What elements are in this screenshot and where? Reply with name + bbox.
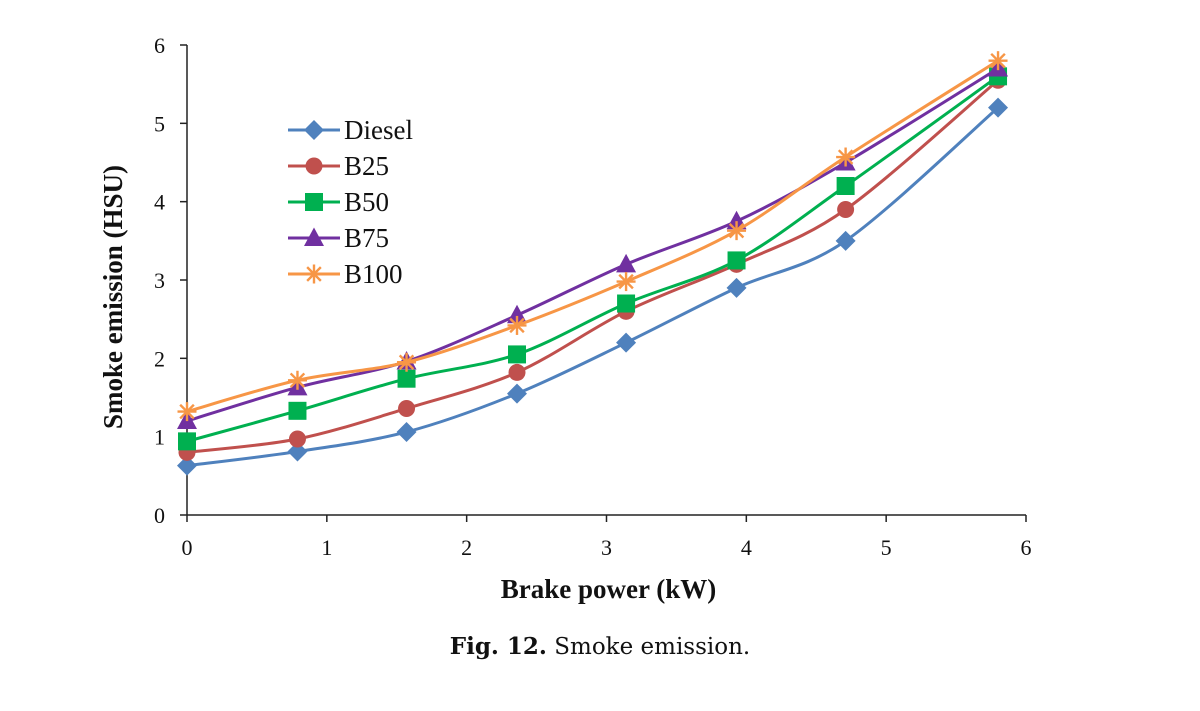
legend-label: B25 (344, 151, 389, 181)
data-point-diesel (396, 421, 417, 442)
data-point-b25 (288, 430, 306, 448)
y-tick-label: 3 (154, 268, 165, 293)
asterisk-stroke (179, 403, 195, 420)
data-point-b75 (507, 304, 528, 324)
data-point-b50 (617, 294, 636, 313)
x-tick-label: 1 (321, 535, 332, 560)
y-tick-label: 4 (154, 190, 165, 215)
data-point-b25 (398, 399, 416, 417)
series-lines (177, 51, 1009, 476)
y-axis-title: Smoke emission (HSU) (98, 165, 128, 429)
asterisk-stroke (618, 273, 634, 290)
y-tick-label: 5 (154, 111, 165, 136)
x-tick-label: 4 (741, 535, 752, 560)
asterisk-stroke (306, 266, 322, 282)
asterisk-stroke (398, 354, 415, 370)
asterisk-stroke (509, 317, 525, 334)
y-tick-label: 0 (154, 503, 165, 528)
x-axis-title: Brake power (kW) (501, 574, 717, 604)
legend-marker (305, 157, 323, 175)
data-point-b25 (837, 201, 855, 218)
data-point-b50 (836, 177, 855, 195)
legend-marker (304, 227, 324, 246)
data-point-b50 (508, 345, 527, 364)
data-point-b25 (508, 363, 526, 381)
legend-item-diesel: Diesel (288, 115, 413, 145)
series-b75 (177, 58, 1009, 429)
data-point-b100 (507, 315, 527, 335)
figure-caption: Fig. 12. Smoke emission. (0, 633, 1200, 660)
x-tick-label: 5 (881, 535, 892, 560)
legend-label: B100 (344, 259, 403, 289)
legend-label: B50 (344, 187, 389, 217)
legend: Diesel B25 B50 B75 B100 (288, 115, 413, 289)
data-point-diesel (988, 97, 1009, 118)
legend-item-b50: B50 (288, 187, 389, 217)
x-tick-label: 6 (1021, 535, 1032, 560)
data-point-b100 (397, 352, 417, 372)
legend-marker (305, 193, 323, 211)
legend-label: B75 (344, 223, 389, 253)
x-tick-label: 3 (601, 535, 612, 560)
asterisk-stroke (990, 52, 1006, 69)
asterisk-stroke (289, 372, 306, 388)
data-point-diesel (177, 455, 197, 476)
series-diesel (177, 97, 1009, 476)
legend-item-b100: B100 (288, 259, 403, 289)
data-point-diesel (287, 441, 308, 462)
legend-marker (304, 120, 324, 140)
series-b100 (177, 51, 1008, 422)
data-point-diesel (616, 332, 637, 353)
data-point-b100 (836, 147, 856, 167)
data-point-b100 (988, 51, 1008, 71)
legend-item-b75: B75 (288, 223, 389, 253)
data-point-diesel (835, 230, 856, 251)
y-tick-label: 6 (154, 33, 165, 58)
data-point-diesel (726, 277, 747, 298)
data-point-b50 (727, 251, 746, 270)
figure-caption-text: Smoke emission. (554, 634, 751, 660)
data-point-b100 (177, 402, 197, 422)
asterisk-stroke (837, 149, 854, 165)
legend-item-b25: B25 (288, 151, 389, 181)
series-b50 (178, 67, 1008, 451)
legend-marker (304, 264, 324, 284)
data-point-b75 (616, 253, 637, 273)
data-point-b50 (288, 401, 307, 420)
data-point-b100 (727, 221, 747, 241)
axes: 0 1 2 3 4 5 6 0 1 2 3 4 5 6 (154, 33, 1032, 560)
legend-label: Diesel (344, 115, 413, 145)
figure-label: Fig. 12. (449, 633, 547, 660)
data-point-b50 (397, 369, 416, 388)
data-point-diesel (507, 383, 528, 404)
asterisk-stroke (728, 222, 745, 239)
data-point-b100 (287, 370, 307, 390)
data-point-b100 (616, 272, 636, 292)
y-tick-label: 1 (154, 425, 165, 450)
x-tick-label: 2 (461, 535, 472, 560)
data-point-b50 (178, 432, 196, 451)
x-tick-label: 0 (182, 535, 193, 560)
y-tick-label: 2 (154, 346, 165, 371)
